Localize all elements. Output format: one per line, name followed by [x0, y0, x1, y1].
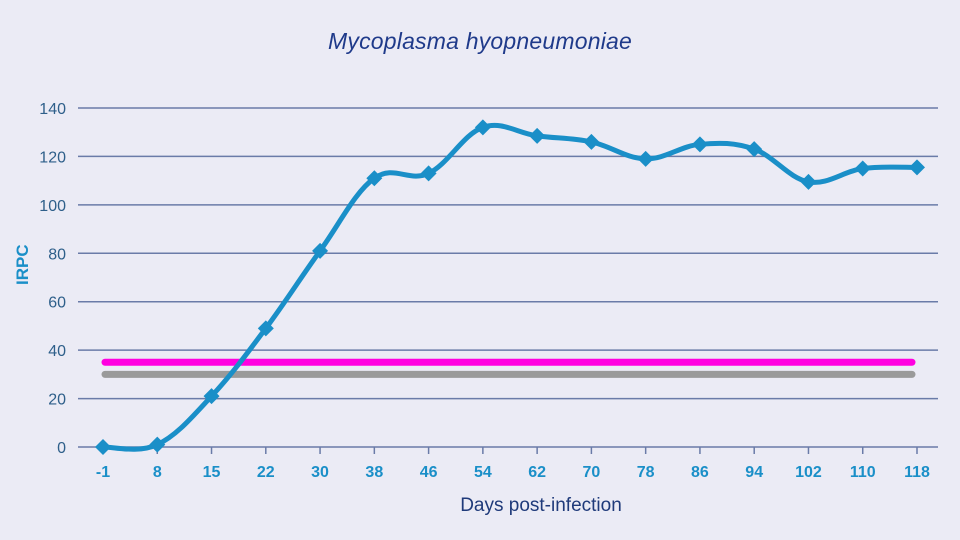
series-line [102, 122, 918, 452]
y-tick-label: 20 [48, 392, 66, 409]
y-tick-label: 0 [57, 440, 66, 457]
diamond-marker [746, 141, 763, 158]
diamond-marker [583, 133, 600, 150]
x-tick-label: 78 [637, 464, 655, 481]
y-tick-label: 40 [48, 343, 66, 360]
data-series [95, 119, 925, 455]
y-tick-label: 80 [48, 246, 66, 263]
x-tick-label: 118 [904, 464, 930, 481]
x-tick-label: 8 [153, 464, 162, 481]
x-tick-label: 94 [745, 464, 763, 481]
diamond-marker [854, 160, 871, 177]
x-tick-label: 54 [474, 464, 492, 481]
x-tick-label: 30 [311, 464, 329, 481]
x-tick-label: 38 [365, 464, 383, 481]
y-tick-label: 100 [39, 198, 66, 215]
x-tick-label: 62 [528, 464, 546, 481]
y-tick-label: 140 [39, 101, 66, 118]
diamond-marker [691, 136, 708, 153]
x-tick-label: 86 [691, 464, 709, 481]
diamond-marker [529, 127, 546, 144]
diamond-marker [95, 439, 111, 455]
diamond-marker [257, 320, 274, 337]
x-tick-label: 46 [420, 464, 438, 481]
x-tick-label: 110 [850, 464, 876, 481]
y-tick-label: 120 [39, 149, 66, 166]
diamond-marker [474, 119, 491, 136]
diamond-marker [637, 150, 654, 167]
chart-title: Mycoplasma hyopneumoniae [328, 28, 632, 54]
diamond-marker [312, 242, 329, 259]
diamond-marker [420, 165, 437, 182]
x-tick-label: 22 [257, 464, 275, 481]
diamond-marker [366, 170, 383, 187]
y-axis-ticks: 0 20 40 60 80 100 120 140 [39, 101, 66, 457]
gridlines [78, 107, 938, 448]
x-tick-label: 70 [583, 464, 601, 481]
diamond-marker [909, 159, 925, 176]
x-tick-label: 102 [795, 464, 822, 481]
x-tick-label: 15 [203, 464, 221, 481]
x-axis: -1 8 15 22 30 38 46 54 62 70 78 86 94 102 110 118 [96, 447, 930, 481]
x-axis-label: Days post-infection [460, 495, 622, 516]
x-tick-label: -1 [96, 464, 110, 481]
diamond-marker [203, 388, 220, 405]
y-tick-label: 60 [48, 295, 66, 312]
diamond-marker [149, 436, 166, 453]
reference-lines [101, 358, 916, 378]
diamond-marker [800, 173, 817, 190]
